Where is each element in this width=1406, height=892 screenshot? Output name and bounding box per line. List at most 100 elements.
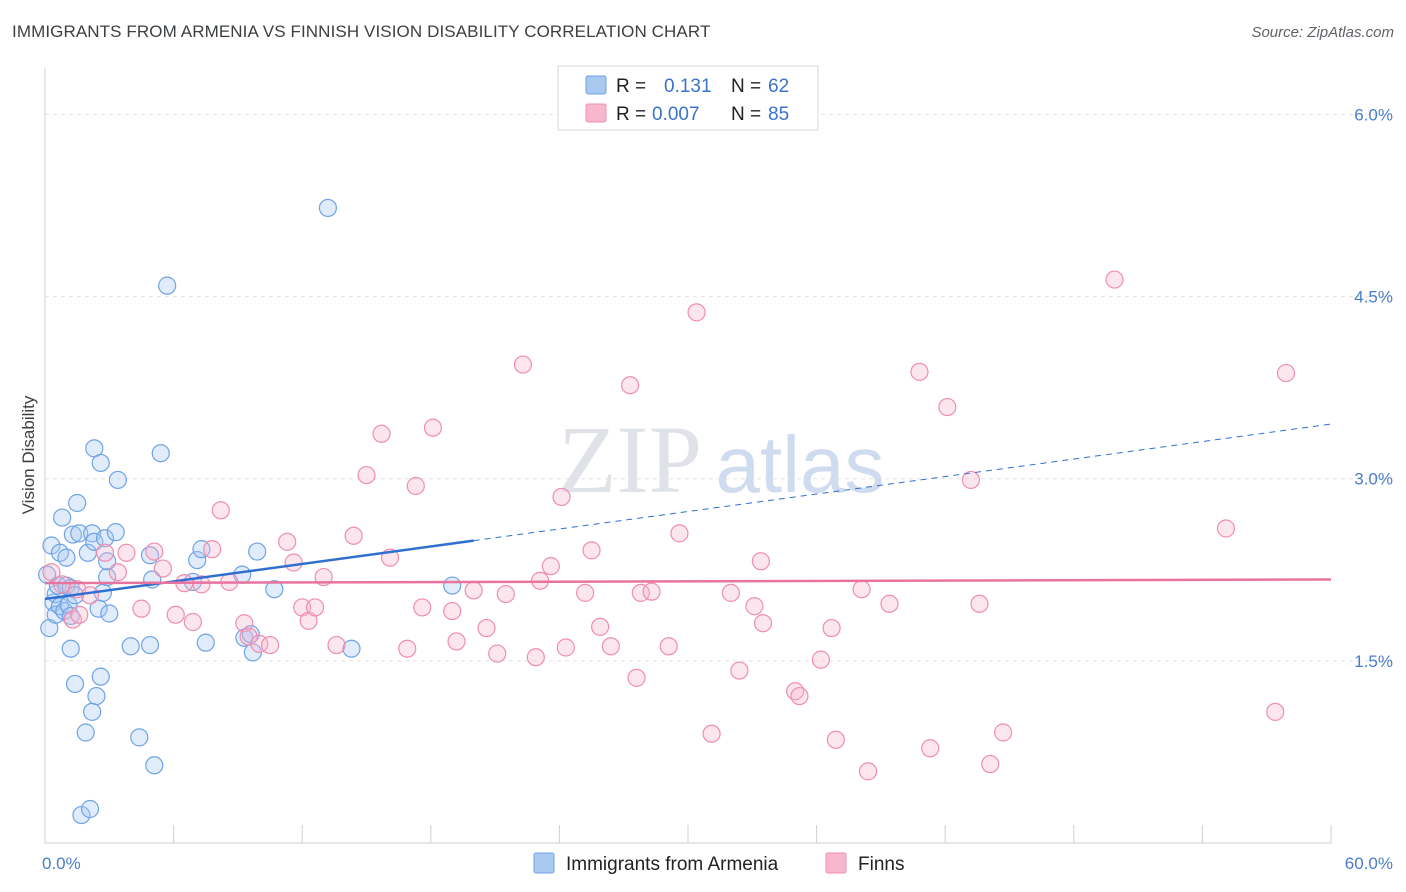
grid-lines (45, 113, 1391, 662)
data-point (921, 739, 940, 758)
data-point (730, 661, 749, 680)
data-point (687, 303, 706, 322)
data-point (858, 762, 878, 781)
legend-r-value-1: 0.131 (664, 76, 712, 97)
x-tick-label-min: 0.0% (42, 854, 81, 873)
data-point (196, 633, 215, 652)
data-point (811, 650, 830, 669)
data-point (98, 567, 117, 587)
data-point (642, 582, 661, 601)
legend-r-value-2: 0.007 (652, 104, 700, 125)
data-point (192, 540, 211, 559)
data-point (260, 635, 280, 655)
data-point (151, 444, 170, 463)
legend-swatch-armenia (585, 75, 607, 95)
data-point (278, 532, 297, 551)
series-legend: Immigrants from Armenia Finns (533, 852, 904, 875)
data-point (63, 525, 82, 544)
data-point (721, 583, 740, 602)
y-tick-label: 6.0% (1354, 105, 1393, 124)
data-point (753, 614, 773, 633)
data-point (702, 724, 721, 743)
data-point (318, 198, 338, 218)
data-point (83, 702, 102, 721)
data-point (166, 605, 185, 624)
data-point (344, 526, 363, 545)
data-point (970, 594, 989, 613)
data-point (496, 584, 515, 604)
legend-swatch-finns (585, 103, 607, 123)
data-point (961, 470, 981, 490)
data-point (145, 756, 164, 775)
data-point (852, 580, 871, 599)
data-point (57, 548, 76, 567)
data-points (38, 198, 1296, 825)
data-point (61, 639, 80, 658)
data-point (591, 617, 610, 636)
data-point (981, 754, 1000, 774)
correlation-legend: R = 0.131 N = 62 R = 0.007 N = 85 (557, 65, 819, 131)
data-point (1105, 270, 1124, 289)
data-point (70, 524, 89, 543)
data-point (188, 550, 207, 570)
data-point (582, 541, 601, 560)
legend-n-label-1: N = (731, 76, 761, 97)
data-point (826, 730, 845, 749)
data-point (1266, 702, 1285, 721)
data-point (192, 575, 211, 594)
data-point (211, 501, 230, 520)
data-point (106, 523, 125, 542)
data-point (822, 618, 841, 638)
data-point (357, 465, 376, 485)
data-point (993, 723, 1013, 742)
data-point (447, 632, 466, 651)
legend-n-value-1: 62 (768, 76, 789, 97)
data-point (239, 627, 258, 646)
data-point (621, 376, 640, 395)
data-point (627, 668, 646, 687)
data-point (91, 453, 110, 473)
data-point (443, 576, 462, 595)
data-point (670, 524, 689, 543)
data-point (95, 529, 115, 548)
data-point (158, 276, 177, 295)
data-point (910, 362, 929, 381)
data-point (76, 723, 95, 742)
data-point (132, 599, 151, 618)
x-tick-labels: 0.0% 60.0% (42, 854, 1393, 873)
trend-line-armenia (44, 539, 474, 601)
y-tick-label: 1.5% (1354, 652, 1393, 671)
series-swatch-finns (825, 852, 847, 874)
data-point (880, 594, 899, 613)
chart-title: IMMIGRANTS FROM ARMENIA VS FINNISH VISIO… (12, 22, 711, 41)
data-point (108, 563, 127, 582)
data-point (305, 598, 325, 617)
data-point (203, 540, 222, 559)
data-point (65, 674, 85, 694)
data-point (443, 601, 462, 621)
watermark-atlas: atlas (716, 420, 885, 509)
data-point (1216, 519, 1236, 538)
y-tick-label: 3.0% (1354, 470, 1393, 489)
data-point (552, 487, 571, 507)
data-point (140, 635, 160, 655)
data-point (372, 424, 391, 443)
y-axis-title: Vision Disability (19, 395, 38, 514)
data-point (183, 612, 202, 632)
data-point (406, 476, 425, 496)
data-point (53, 508, 72, 527)
data-point (342, 639, 361, 658)
data-point (423, 418, 443, 437)
data-point (108, 470, 127, 490)
data-point (464, 581, 483, 600)
data-point (121, 637, 140, 656)
data-point (145, 542, 164, 561)
watermark: ZIP atlas (558, 406, 884, 513)
data-point (526, 648, 545, 667)
data-point (87, 686, 106, 706)
data-point (601, 637, 620, 656)
data-point (265, 580, 284, 599)
data-point (91, 667, 110, 686)
series-name-armenia: Immigrants from Armenia (566, 854, 779, 875)
data-point (327, 635, 346, 655)
